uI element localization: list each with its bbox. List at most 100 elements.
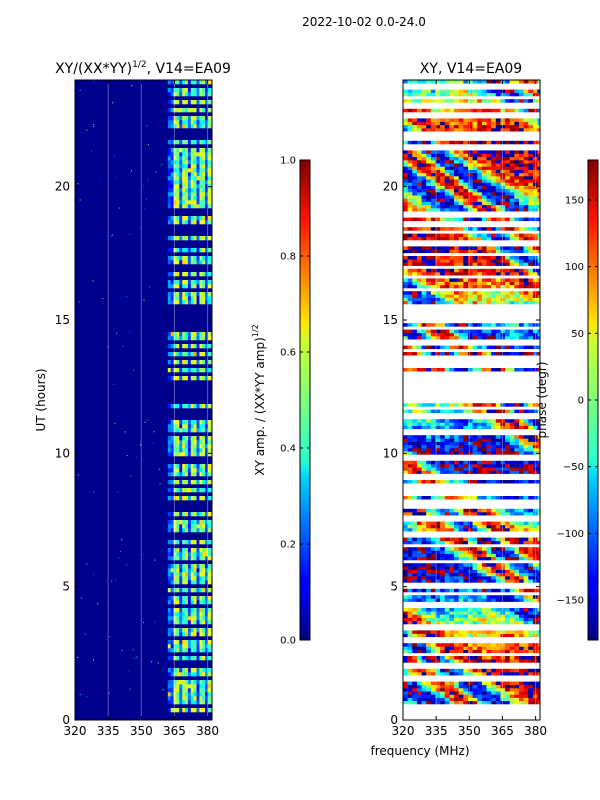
left-heat-cell [199,424,203,429]
right-heat-cell [491,294,497,298]
right-heat-cell [477,419,483,423]
left-heat-cell [179,200,183,205]
left-heat-cell [176,640,180,645]
right-heat-cell [435,124,441,129]
right-heat-cell [472,444,478,449]
left-heat-cell [182,540,186,545]
right-heat-cell [449,681,455,686]
left-heat-cell [208,88,212,93]
left-heat-cell [199,152,203,157]
left-colorbar: 0.00.20.40.60.81.0 XY amp. / (XX*YY amp)… [251,156,311,647]
right-heat-cell [449,672,455,676]
right-heat-cell [403,419,408,423]
left-heat-cell [182,196,186,201]
right-heat-cell [523,659,529,663]
left-heat-cell [179,176,183,181]
right-heat-cell [495,688,501,692]
right-heat-cell [463,278,469,282]
right-heat-cell [463,496,469,500]
right-heat-cell [509,528,515,532]
right-heat-cell [495,521,501,526]
left-heat-cell [182,192,186,197]
left-heat-speckle [132,649,134,651]
right-heat-cell [477,172,483,177]
left-heat-cell [170,216,174,221]
right-heat-cell [509,297,515,302]
left-heat-cell [210,200,212,205]
right-heat-cell [495,284,501,289]
right-heat-cell [477,259,483,263]
right-heat-cell [509,233,515,238]
right-heat-cell [416,156,422,161]
right-heat-cell [528,259,534,263]
right-heat-cell [458,556,464,561]
right-heat-cell [500,182,506,186]
right-heat-cell [458,201,464,206]
left-heat-cell [190,428,194,433]
right-heat-cell [481,332,487,337]
left-heat-speckle [131,85,133,87]
left-heat-cell [190,556,194,561]
right-heat-cell [421,569,427,574]
left-heat-cell [173,116,177,121]
right-heat-cell [407,617,413,622]
left-heat-cell [167,284,171,289]
right-heat-cell [403,368,408,372]
right-heat-cell [467,268,473,273]
right-heat-cell [444,649,450,654]
left-heat-cell [187,472,191,477]
right-heat-cell [519,668,524,673]
left-heat-cell [210,332,212,337]
left-heat-cell [196,332,200,337]
right-heat-cell [537,108,540,113]
right-heat-cell [532,345,538,350]
right-heat-cell [458,668,464,673]
right-heat-cell [454,99,459,103]
left-heat-cell [167,360,171,365]
right-heat-cell [463,643,469,647]
right-heat-cell [472,419,478,423]
right-heat-cell [416,435,422,439]
right-heat-cell [486,508,492,513]
right-heat-cell [509,259,515,263]
right-heat-cell [523,512,529,516]
right-heat-cell [421,195,427,199]
right-heat-cell [514,528,520,532]
right-heat-cell [467,576,473,580]
right-heat-cell [416,99,422,103]
left-heat-speckle [79,199,81,201]
left-heat-cell [182,160,186,165]
left-heat-cell [202,528,206,533]
right-heat-cell [430,595,436,599]
left-heat-cell [182,360,186,365]
right-heat-cell [444,435,450,439]
right-heat-cell [509,435,515,439]
right-heat-cell [416,291,422,295]
right-heat-cell [491,169,497,174]
right-heat-cell [416,563,422,567]
right-heat-cell [454,368,459,372]
right-heat-cell [481,470,487,474]
left-heat-cell [170,108,174,113]
right-heat-cell [467,588,473,593]
right-heat-cell [532,508,538,513]
right-heat-cell [514,249,520,254]
right-heat-cell [500,163,506,167]
right-heat-cell [505,233,510,238]
left-heat-cell [185,360,189,365]
right-heat-cell [416,259,422,263]
right-heat-cell [528,681,534,686]
left-heat-cell [185,332,189,337]
right-heat-cell [463,172,469,177]
right-heat-cell [421,201,427,206]
right-heat-cell [403,217,408,222]
left-heat-cell [185,496,189,501]
right-heat-cell [491,566,497,570]
right-heat-cell [454,233,459,238]
right-heat-cell [477,179,483,183]
left-heat-cell [190,284,194,289]
right-heat-cell [491,697,497,702]
right-heat-cell [467,140,473,145]
right-heat-cell [407,300,413,305]
